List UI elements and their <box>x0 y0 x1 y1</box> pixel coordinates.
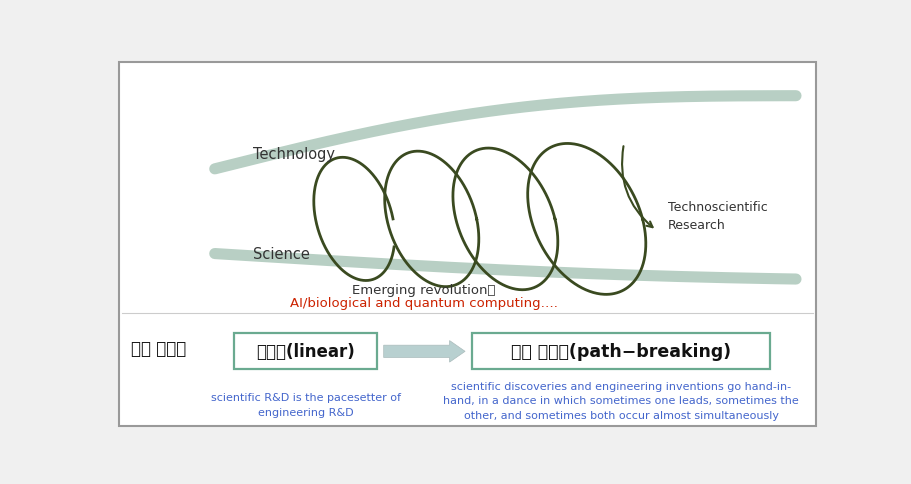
Polygon shape <box>384 341 465 363</box>
Text: scientific discoveries and engineering inventions go hand-in-
hand, in a dance i: scientific discoveries and engineering i… <box>443 381 798 420</box>
Text: Science: Science <box>253 246 310 261</box>
Text: Technoscientific
Research: Technoscientific Research <box>668 200 767 231</box>
Text: 선형적(linear): 선형적(linear) <box>256 342 354 360</box>
Text: AI/biological and quantum computing….: AI/biological and quantum computing…. <box>290 296 558 309</box>
FancyBboxPatch shape <box>234 333 377 369</box>
FancyBboxPatch shape <box>118 63 815 426</box>
Text: 경로 파괴적(path−breaking): 경로 파괴적(path−breaking) <box>510 342 731 360</box>
Text: Emerging revolution：: Emerging revolution： <box>352 284 496 297</box>
FancyBboxPatch shape <box>472 333 770 369</box>
Text: Technology: Technology <box>253 147 335 162</box>
Text: 혁신 모델：: 혁신 모델： <box>131 340 186 358</box>
Text: scientific R&D is the pacesetter of
engineering R&D: scientific R&D is the pacesetter of engi… <box>210 393 400 417</box>
